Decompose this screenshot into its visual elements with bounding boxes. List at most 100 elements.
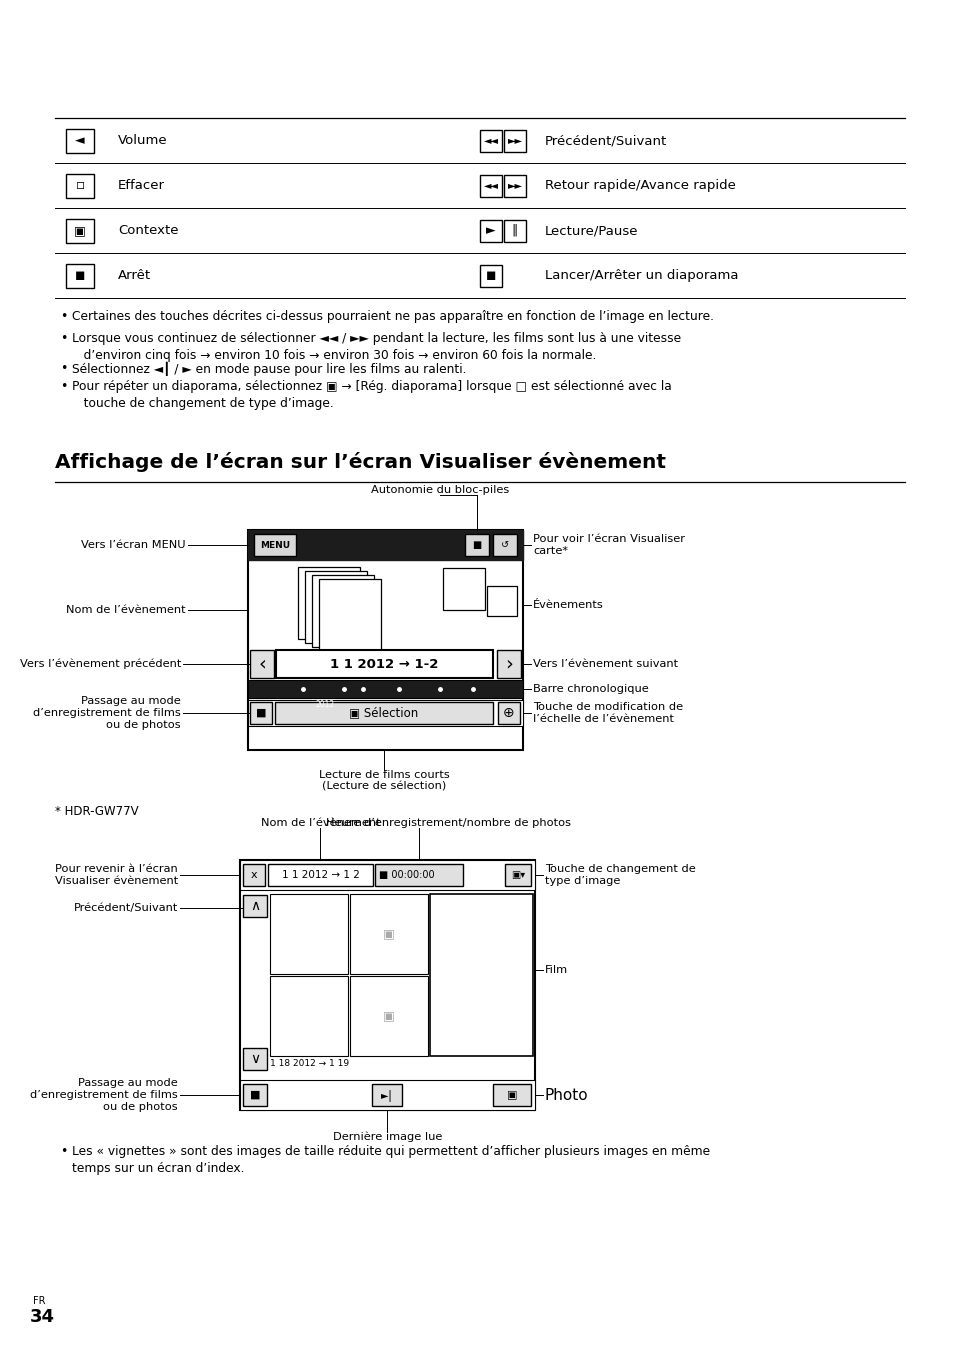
Text: Précédent/Suivant: Précédent/Suivant [73,902,178,913]
Text: ►⎮: ►⎮ [381,1090,394,1101]
Text: Touche de changement de
type d’image: Touche de changement de type d’image [544,864,695,886]
Text: 34: 34 [30,1308,55,1326]
Text: •: • [60,332,68,345]
Bar [479,220,501,242]
Text: Photo: Photo [544,1087,588,1102]
Text: •: • [60,309,68,323]
Bar [66,129,94,152]
Bar [297,567,359,639]
Bar [66,174,94,198]
Bar [486,586,517,616]
Text: Passage au mode
d’enregistrement de films
ou de photos: Passage au mode d’enregistrement de film… [33,696,181,730]
Text: Nom de l’évènement: Nom de l’évènement [67,605,186,615]
Bar [240,860,535,1110]
Text: ■ 00:00:00: ■ 00:00:00 [378,870,435,879]
Text: 1 1 2012 → 1-2: 1 1 2012 → 1-2 [330,658,438,670]
Text: ◄◄: ◄◄ [483,180,498,190]
Bar [248,680,522,697]
Bar [66,218,94,243]
Bar [375,864,462,886]
Bar [430,894,533,1056]
Bar [479,129,501,152]
Bar [240,1080,535,1110]
Bar [464,535,489,556]
Text: 2012: 2012 [315,700,335,708]
Text: ►►: ►► [507,136,522,145]
Text: ◄: ◄ [75,134,85,147]
Text: •: • [60,380,68,394]
Text: Retour rapide/Avance rapide: Retour rapide/Avance rapide [544,179,735,191]
Text: Film: Film [544,965,568,974]
Text: Nom de l’évènement: Nom de l’évènement [260,818,380,828]
Bar [503,220,525,242]
Bar [350,976,428,1056]
Text: ↺: ↺ [500,540,509,550]
Text: Dernière image lue: Dernière image lue [333,1132,442,1143]
Text: ◽: ◽ [75,179,85,191]
Text: ⊕: ⊕ [502,706,515,721]
Bar [268,864,373,886]
Text: Sélectionnez ◄┃ / ► en mode pause pour lire les films au ralenti.: Sélectionnez ◄┃ / ► en mode pause pour l… [71,362,466,376]
Text: ›: › [504,654,513,673]
Text: Autonomie du bloc-piles: Autonomie du bloc-piles [371,484,509,495]
Bar [479,265,501,286]
Text: ▣: ▣ [506,1090,517,1101]
Text: ◼: ◼ [74,269,85,282]
Text: Affichage de l’écran sur l’écran Visualiser évènement: Affichage de l’écran sur l’écran Visuali… [55,452,665,472]
Bar [253,535,295,556]
Text: ∧: ∧ [250,898,260,913]
Bar [248,700,522,726]
Text: Arrêt: Arrêt [118,269,151,282]
Text: 1 1 2012 → 1 2: 1 1 2012 → 1 2 [281,870,359,879]
Text: Vers l’écran MENU: Vers l’écran MENU [81,540,186,550]
Text: ►►: ►► [507,180,522,190]
Text: Lorsque vous continuez de sélectionner ◄◄ / ►► pendant la lecture, les films son: Lorsque vous continuez de sélectionner ◄… [71,332,680,362]
Bar [442,569,484,611]
Text: Contexte: Contexte [118,224,178,237]
Bar [479,175,501,197]
Bar [274,702,493,725]
Bar [243,1084,267,1106]
Bar [497,650,520,678]
Bar [240,860,535,890]
Text: ▣: ▣ [383,1010,395,1023]
Bar [270,976,348,1056]
Bar [243,1048,267,1071]
Text: ■: ■ [472,540,481,550]
Bar [250,650,274,678]
Bar [275,650,493,678]
Text: 1 18 2012 → 1 19: 1 18 2012 → 1 19 [270,1058,349,1068]
Bar [497,702,519,725]
Text: Heure d’enregistrement/nombre de photos: Heure d’enregistrement/nombre de photos [326,818,571,828]
Bar [243,864,265,886]
Text: ▣▾: ▣▾ [511,870,524,879]
Bar [372,1084,402,1106]
Text: ▣: ▣ [383,927,395,940]
Text: Touche de modification de
l’échelle de l’évènement: Touche de modification de l’échelle de l… [533,702,682,723]
Text: ▣: ▣ [74,224,86,237]
Text: Passage au mode
d’enregistrement de films
ou de photos: Passage au mode d’enregistrement de film… [30,1079,178,1111]
Text: ▣ Sélection: ▣ Sélection [349,707,418,719]
Text: Pour voir l’écran Visualiser
carte*: Pour voir l’écran Visualiser carte* [533,535,684,556]
Text: Pour répéter un diaporama, sélectionnez ▣ → [Rég. diaporama] lorsque □ est sélec: Pour répéter un diaporama, sélectionnez … [71,380,671,410]
Bar [250,702,272,725]
Bar [248,531,522,560]
Text: ∨: ∨ [250,1052,260,1067]
Text: ◄◄: ◄◄ [483,136,498,145]
Bar [503,175,525,197]
Text: ■: ■ [250,1090,260,1101]
Bar [493,535,517,556]
Text: Les « vignettes » sont des images de taille réduite qui permettent d’afficher pl: Les « vignettes » sont des images de tai… [71,1145,709,1175]
Text: Lancer/Arrêter un diaporama: Lancer/Arrêter un diaporama [544,269,738,282]
Bar [504,864,531,886]
Text: Évènements: Évènements [533,600,603,611]
Text: Vers l’évènement précédent: Vers l’évènement précédent [20,658,181,669]
Text: Pour revenir à l’écran
Visualiser évènement: Pour revenir à l’écran Visualiser évènem… [54,864,178,886]
Text: ►: ► [486,224,496,237]
Bar [270,894,348,974]
Text: Précédent/Suivant: Précédent/Suivant [544,134,666,147]
Text: ‖: ‖ [512,224,517,237]
Text: Lecture/Pause: Lecture/Pause [544,224,638,237]
Bar [305,571,367,643]
Text: x: x [251,870,257,879]
